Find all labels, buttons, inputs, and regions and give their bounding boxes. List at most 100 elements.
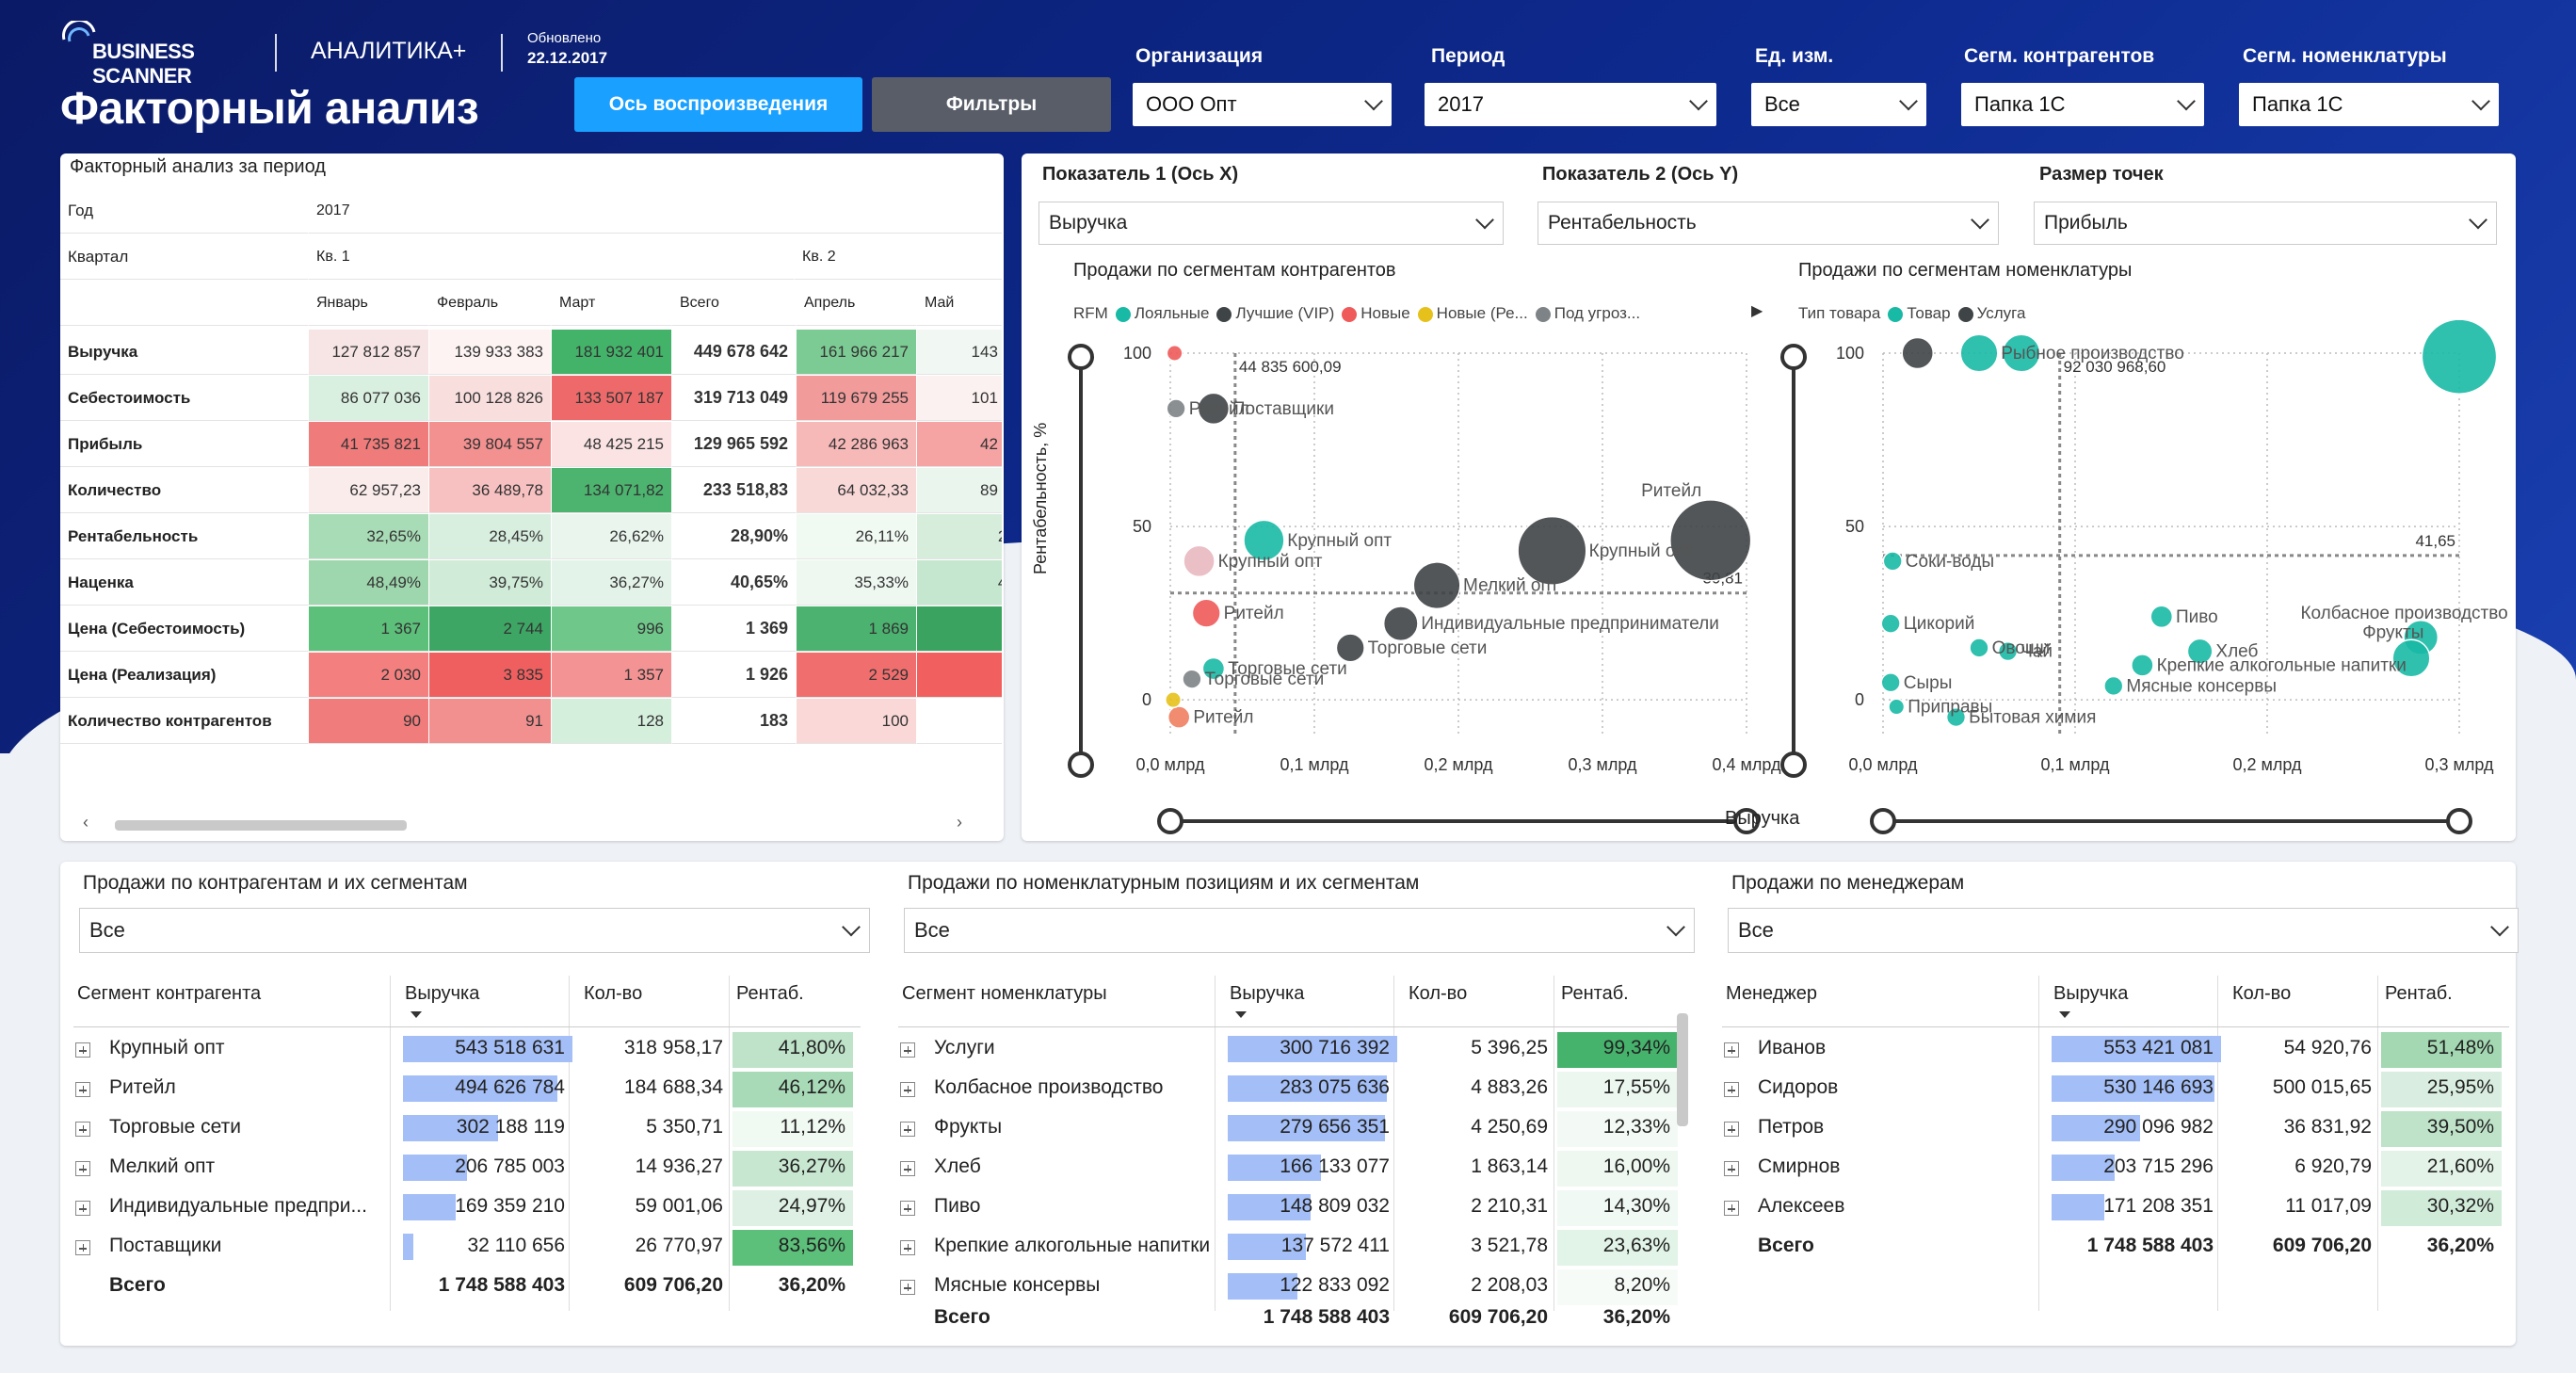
data-point[interactable] <box>2103 675 2124 697</box>
period-filter-select[interactable]: 2017 <box>1425 83 1716 126</box>
data-point[interactable] <box>2421 320 2498 396</box>
expand-icon[interactable] <box>75 1122 90 1137</box>
legend-item[interactable]: Лучшие (VIP) <box>1216 304 1334 323</box>
data-point[interactable] <box>1997 640 2019 662</box>
column-header[interactable]: Рентаб. <box>1561 983 1629 1004</box>
table-filter-select[interactable]: Все <box>79 908 870 953</box>
data-point[interactable] <box>1882 551 1903 572</box>
column-header[interactable]: Выручка <box>1230 983 1305 1004</box>
legend-item[interactable]: Новые (Ре... <box>1417 304 1528 323</box>
nom-seg-filter-select[interactable]: Папка 1С <box>2239 83 2499 126</box>
data-point[interactable] <box>2391 638 2431 678</box>
expand-icon[interactable] <box>1724 1042 1739 1058</box>
sort-desc-icon[interactable] <box>1235 1011 1247 1018</box>
data-point[interactable] <box>1182 669 1202 689</box>
data-point[interactable] <box>1517 515 1587 586</box>
expand-icon[interactable] <box>900 1082 915 1097</box>
expand-icon[interactable] <box>75 1082 90 1097</box>
data-point[interactable] <box>1165 691 1183 709</box>
scrollbar-thumb[interactable] <box>115 820 407 831</box>
expand-icon[interactable] <box>900 1201 915 1216</box>
org-filter-select[interactable]: ООО Опт <box>1133 83 1392 126</box>
expand-icon[interactable] <box>900 1042 915 1058</box>
scroll-right-icon[interactable]: › <box>957 813 962 832</box>
slider-handle[interactable] <box>1157 808 1183 834</box>
legend-item[interactable]: Лояльные <box>1115 304 1209 323</box>
expand-icon[interactable] <box>1724 1082 1739 1097</box>
data-point[interactable] <box>2131 654 2154 677</box>
data-point[interactable] <box>2149 605 2174 629</box>
data-point[interactable] <box>1243 519 1285 562</box>
data-point[interactable] <box>1880 613 1901 634</box>
factor-matrix[interactable]: Год 2017 Квартал Кв. 1 Кв. 2 Январь Февраль Мар… <box>60 188 1002 763</box>
data-point[interactable] <box>1167 705 1191 729</box>
data-point[interactable] <box>1191 598 1221 628</box>
slider-handle[interactable] <box>1870 808 1896 834</box>
filters-button[interactable]: Фильтры <box>872 77 1111 132</box>
data-point[interactable] <box>1166 398 1186 419</box>
expand-icon[interactable] <box>900 1122 915 1137</box>
slider-handle[interactable] <box>2446 808 2472 834</box>
data-point[interactable] <box>2002 333 2041 373</box>
data-point[interactable] <box>1197 392 1231 426</box>
expand-icon[interactable] <box>75 1161 90 1176</box>
scroll-left-icon[interactable]: ‹ <box>83 813 89 832</box>
horizontal-scrollbar[interactable]: ‹ › <box>77 813 981 832</box>
expand-icon[interactable] <box>1724 1122 1739 1137</box>
slider-handle[interactable] <box>1780 344 1807 370</box>
data-point[interactable] <box>1382 606 1419 642</box>
point-size-select[interactable]: Прибыль <box>2034 202 2497 245</box>
sort-desc-icon[interactable] <box>411 1011 422 1018</box>
column-header[interactable]: Кол-во <box>2232 983 2292 1004</box>
column-header[interactable]: Выручка <box>2053 983 2129 1004</box>
slider-handle[interactable] <box>1068 751 1094 778</box>
column-header[interactable]: Сегмент номенклатуры <box>902 983 1107 1004</box>
data-point[interactable] <box>1412 561 1461 610</box>
expand-icon[interactable] <box>75 1201 90 1216</box>
data-point[interactable] <box>1183 544 1216 578</box>
table-filter-select[interactable]: Все <box>1728 908 2519 953</box>
column-header[interactable]: Сегмент контрагента <box>77 983 262 1004</box>
legend-item[interactable]: Под угроз... <box>1535 304 1640 323</box>
column-header[interactable]: Кол-во <box>1409 983 1468 1004</box>
legend-item[interactable]: Новые <box>1342 304 1410 323</box>
legend-item[interactable]: Услуга <box>1957 304 2025 323</box>
expand-icon[interactable] <box>900 1161 915 1176</box>
quantity-value: 2 208,03 <box>1471 1274 1548 1296</box>
expand-icon[interactable] <box>1724 1161 1739 1176</box>
expand-icon[interactable] <box>900 1240 915 1255</box>
column-header[interactable]: Кол-во <box>584 983 643 1004</box>
x-indicator-select[interactable]: Выручка <box>1038 202 1504 245</box>
expand-icon[interactable] <box>75 1042 90 1058</box>
data-point[interactable] <box>1669 499 1752 582</box>
data-point[interactable] <box>1959 333 1999 373</box>
column-header[interactable]: Рентаб. <box>2385 983 2453 1004</box>
expand-icon[interactable] <box>900 1280 915 1295</box>
data-point[interactable] <box>1969 638 1989 658</box>
table-filter-select[interactable]: Все <box>904 908 1695 953</box>
expand-icon[interactable] <box>75 1240 90 1255</box>
data-point[interactable] <box>1880 672 1901 693</box>
slider-handle[interactable] <box>1068 344 1094 370</box>
data-point[interactable] <box>1888 698 1906 716</box>
playback-axis-button[interactable]: Ось воспроизведения <box>574 77 862 132</box>
counter-seg-filter-select[interactable]: Папка 1С <box>1961 83 2204 126</box>
data-point[interactable] <box>1201 656 1226 681</box>
data-point[interactable] <box>1901 336 1934 370</box>
data-point[interactable] <box>2186 638 2214 665</box>
column-header[interactable]: Выручка <box>405 983 480 1004</box>
sort-desc-icon[interactable] <box>2059 1011 2070 1018</box>
slider-handle[interactable] <box>1733 808 1760 834</box>
data-point[interactable] <box>1335 633 1365 663</box>
slider-handle[interactable] <box>1780 751 1807 778</box>
scrollbar-thumb[interactable] <box>1677 1013 1688 1126</box>
y-indicator-select[interactable]: Рентабельность <box>1538 202 1999 245</box>
column-header[interactable]: Менеджер <box>1726 983 1818 1004</box>
column-header[interactable]: Рентаб. <box>736 983 804 1004</box>
legend-item[interactable]: Товар <box>1888 304 1951 323</box>
expand-icon[interactable] <box>1724 1201 1739 1216</box>
unit-filter-select[interactable]: Все <box>1751 83 1926 126</box>
data-point[interactable] <box>1166 345 1183 362</box>
data-point[interactable] <box>1945 706 1967 728</box>
legend-next-icon[interactable]: ▶ <box>1751 303 1763 319</box>
